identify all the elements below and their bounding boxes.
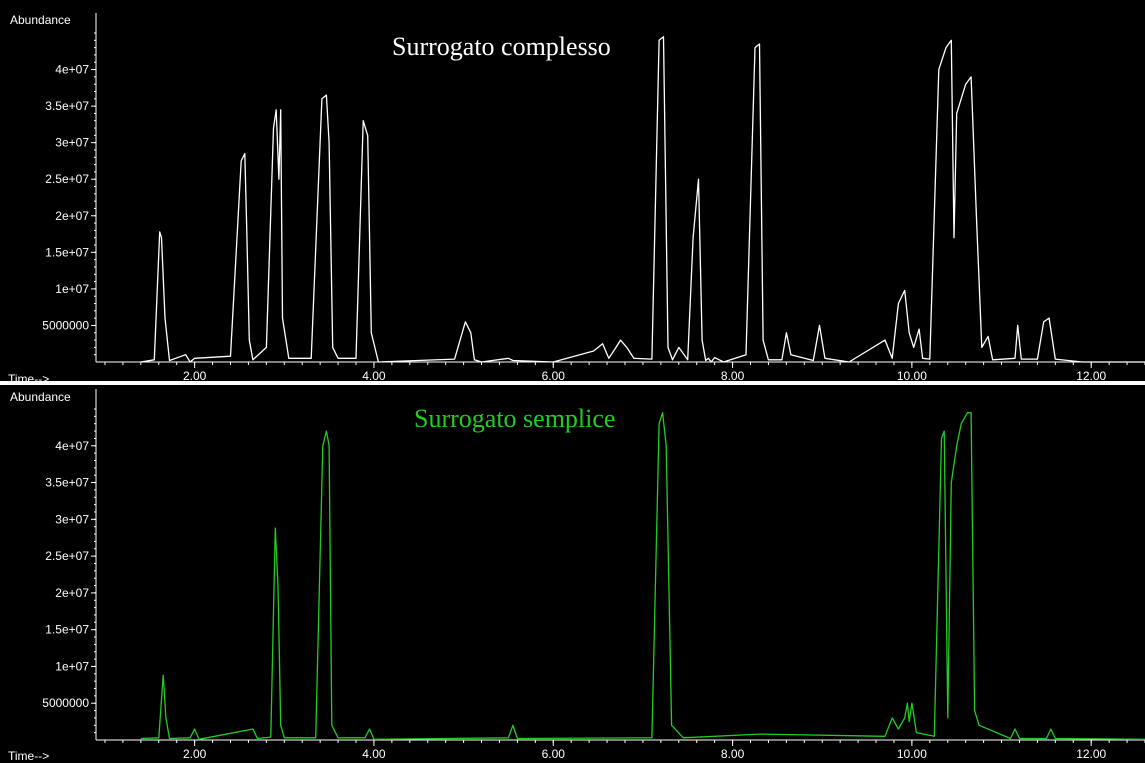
x-tick-label: 8.00 (721, 747, 745, 761)
y-tick-label: 5000000 (42, 696, 89, 710)
x-tick-label: 12.00 (1076, 747, 1106, 761)
x-tick-label: 2.00 (183, 747, 207, 761)
chromatogram-trace (140, 36, 1145, 363)
y-tick-label: 4e+07 (55, 439, 89, 453)
y-tick-label: 2.5e+07 (45, 549, 89, 563)
y-tick-label: 2e+07 (55, 586, 89, 600)
x-tick-label: 4.00 (362, 369, 386, 383)
y-tick-label: 3.5e+07 (45, 99, 89, 113)
y-tick-label: 1.5e+07 (45, 623, 89, 637)
y-tick-label: 3e+07 (55, 136, 89, 150)
y-tick-label: 2.5e+07 (45, 172, 89, 186)
y-axis-label: Abundance (10, 13, 71, 27)
y-tick-label: 3.5e+07 (45, 476, 89, 490)
x-tick-label: 8.00 (721, 369, 745, 383)
y-tick-label: 5000000 (42, 318, 89, 332)
x-axis-label: Time--> (8, 372, 49, 386)
x-tick-label: 6.00 (542, 747, 566, 761)
y-tick-label: 1e+07 (55, 282, 89, 296)
panel-divider (0, 381, 1145, 385)
y-tick-label: 3e+07 (55, 512, 89, 526)
x-axis-label: Time--> (8, 749, 49, 763)
y-tick-label: 4e+07 (55, 63, 89, 77)
panel-surrogato-complesso: Abundance Time--> Surrogato complesso 50… (8, 13, 1145, 386)
x-tick-label: 10.00 (897, 369, 927, 383)
chart-title: Surrogato semplice (414, 404, 615, 433)
y-tick-label: 2e+07 (55, 209, 89, 223)
y-axis-label: Abundance (10, 390, 71, 404)
x-tick-label: 10.00 (897, 747, 927, 761)
chromatogram-trace (140, 412, 1145, 740)
panel-surrogato-semplice: Abundance Time--> Surrogato semplice 500… (8, 389, 1145, 763)
y-tick-label: 1e+07 (55, 659, 89, 673)
x-tick-label: 4.00 (362, 747, 386, 761)
chart-title: Surrogato complesso (392, 32, 611, 61)
x-tick-label: 12.00 (1076, 369, 1106, 383)
x-tick-label: 2.00 (183, 369, 207, 383)
y-tick-label: 1.5e+07 (45, 245, 89, 259)
x-tick-label: 6.00 (542, 369, 566, 383)
